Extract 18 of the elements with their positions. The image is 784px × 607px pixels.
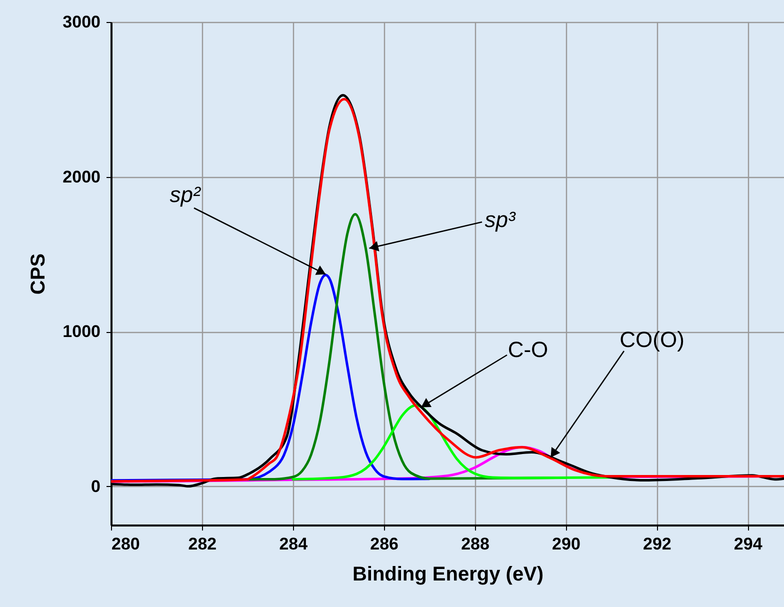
x-tick-label: 282 xyxy=(188,534,217,554)
annotation: sp² xyxy=(170,182,201,207)
annotation: C-O xyxy=(508,337,548,362)
x-tick-label: 292 xyxy=(642,534,672,554)
x-tick-label: 294 xyxy=(734,534,763,554)
x-tick-label: 280 xyxy=(112,534,140,554)
y-tick-label: 3000 xyxy=(62,12,100,32)
annotation: sp³ xyxy=(484,207,516,232)
y-axis-title: CPS xyxy=(28,253,50,295)
x-axis-title: Binding Energy (eV) xyxy=(352,564,544,586)
y-tick-label: 2000 xyxy=(62,167,100,186)
annotation: CO(O) xyxy=(620,327,684,352)
x-tick-label: 288 xyxy=(461,534,490,554)
y-tick-label: 1000 xyxy=(62,322,100,342)
x-tick-label: 284 xyxy=(279,534,308,554)
x-tick-label: 286 xyxy=(370,534,399,554)
y-tick-label: 0 xyxy=(91,476,100,496)
x-tick-label: 290 xyxy=(552,534,580,554)
